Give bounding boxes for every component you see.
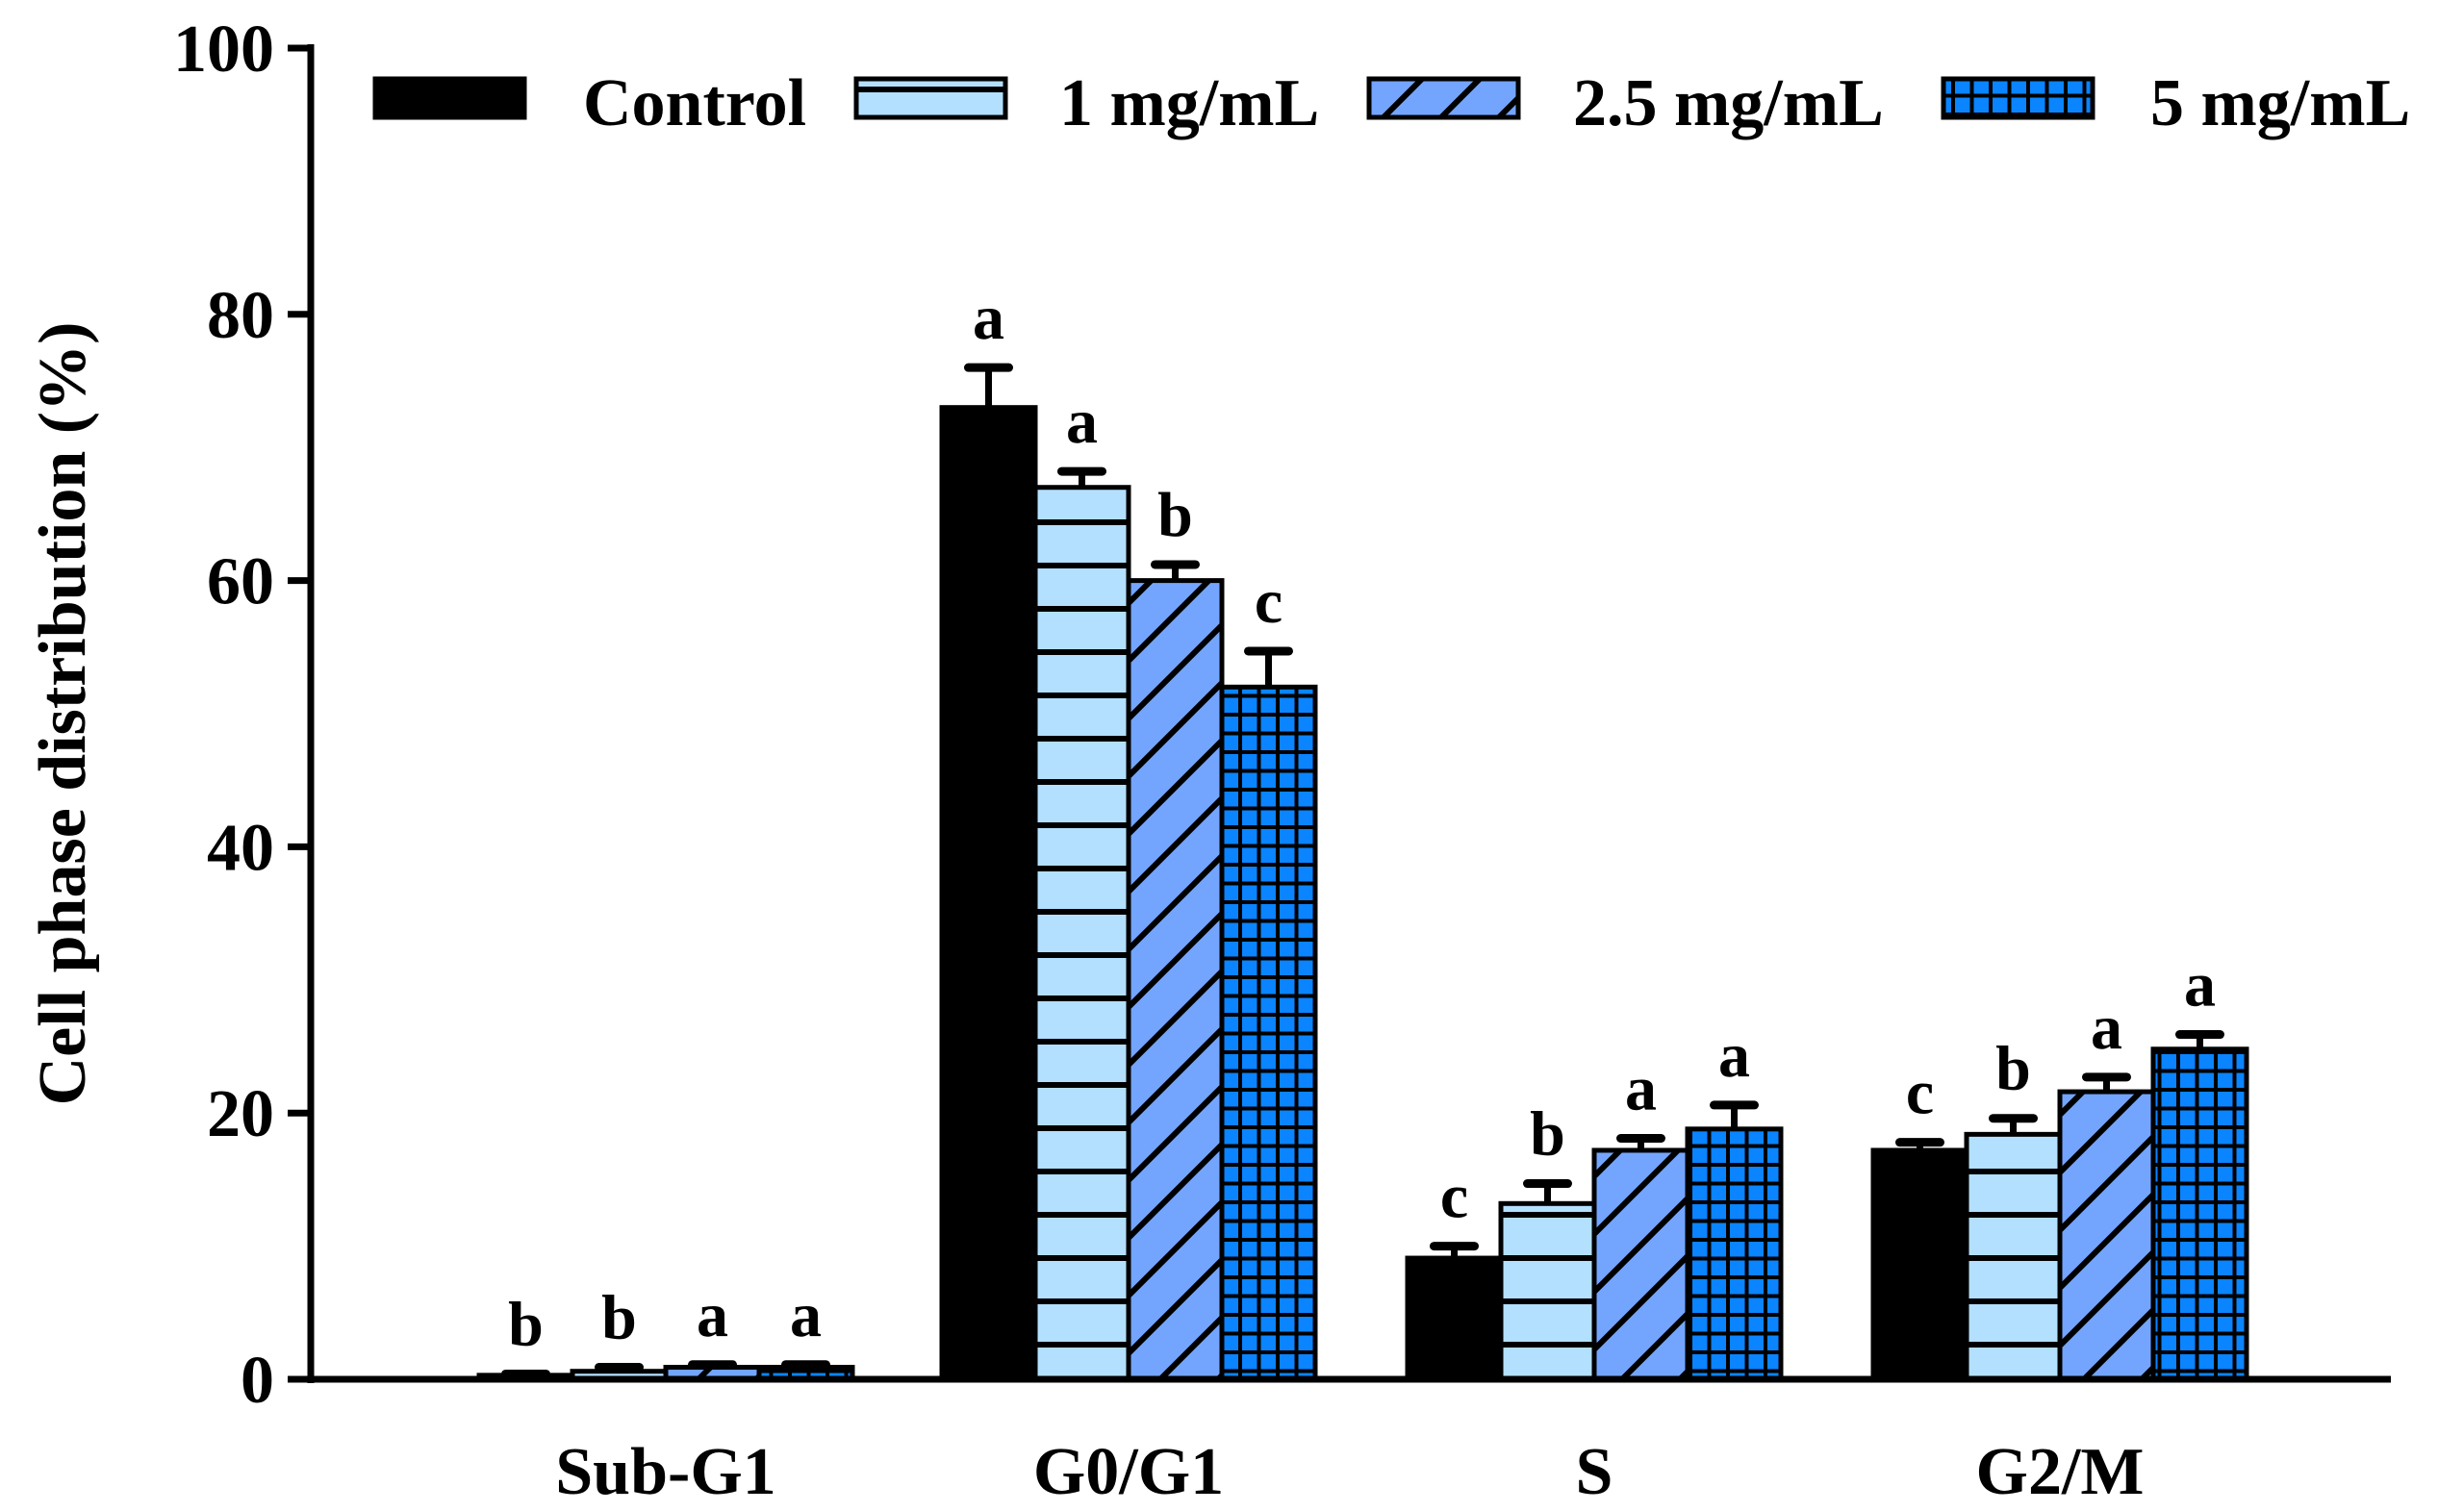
bar-1-mg-ml-g0-g1	[1032, 485, 1131, 1382]
significance-letter: c	[1906, 1058, 1934, 1128]
x-tick-label: S	[1576, 1435, 1613, 1509]
x-tick-label: G2/M	[1976, 1435, 2145, 1509]
bar-control-s	[1405, 1255, 1504, 1382]
bar-2-5-mg-ml-g2-m	[2057, 1089, 2156, 1382]
bar-5-mg-ml-g0-g1	[1219, 684, 1318, 1382]
legend-swatch	[1366, 76, 1521, 120]
bar-control-g2-m	[1870, 1147, 1969, 1382]
bar-5-mg-ml-g2-m	[2150, 1046, 2249, 1382]
significance-letter: a	[697, 1280, 728, 1350]
legend-swatch	[372, 76, 527, 120]
legend-label: 2.5 mg/mL	[1573, 66, 1884, 140]
significance-letter: b	[1530, 1099, 1565, 1170]
legend-swatch	[853, 76, 1008, 120]
y-tick-label: 100	[173, 13, 274, 87]
y-tick-label: 20	[207, 1077, 274, 1151]
y-tick-label: 80	[207, 279, 274, 353]
significance-letter: b	[1995, 1034, 2031, 1104]
y-tick-label: 60	[207, 545, 274, 619]
y-tick-label: 0	[241, 1344, 274, 1418]
legend-label: 5 mg/mL	[2150, 66, 2410, 140]
significance-letter: a	[1066, 387, 1098, 457]
y-tick-label: 40	[207, 811, 274, 885]
legend: Control 1 mg/mL 2.5 mg/mL 5 mg/mL	[372, 66, 2410, 140]
bar-2-5-mg-ml-g0-g1	[1126, 578, 1225, 1382]
significance-letter: a	[973, 283, 1004, 353]
significance-letter: b	[508, 1289, 544, 1359]
significance-letter: a	[1718, 1021, 1750, 1091]
significance-letter: b	[601, 1283, 637, 1353]
y-axis-title: Cell phase distribution (%)	[26, 322, 100, 1106]
bar-control-g0-g1	[939, 405, 1038, 1382]
significance-letter: b	[1157, 480, 1193, 550]
legend-label: Control	[583, 66, 806, 140]
bar-1-mg-ml-g2-m	[1964, 1131, 2063, 1382]
x-tick-label: G0/G1	[1033, 1435, 1224, 1509]
significance-letter: a	[790, 1280, 822, 1350]
x-tick-label: Sub-G1	[555, 1435, 776, 1509]
axes-layer: 0 20 40 60 80 100 Sub-G1 G0/G1 S G2/M Cell phase d…	[26, 13, 2391, 1509]
legend-label: 1 mg/mL	[1059, 66, 1319, 140]
significance-letter: c	[1440, 1162, 1468, 1232]
significance-letter: a	[2091, 993, 2122, 1063]
significance-letter: c	[1255, 567, 1282, 637]
significance-letter: a	[2184, 950, 2216, 1021]
bar-5-mg-ml-s	[1685, 1126, 1784, 1382]
significance-letter: a	[1625, 1053, 1657, 1123]
bar-2-5-mg-ml-s	[1591, 1147, 1690, 1382]
bar-1-mg-ml-s	[1498, 1200, 1597, 1382]
legend-swatch	[1941, 76, 2095, 120]
